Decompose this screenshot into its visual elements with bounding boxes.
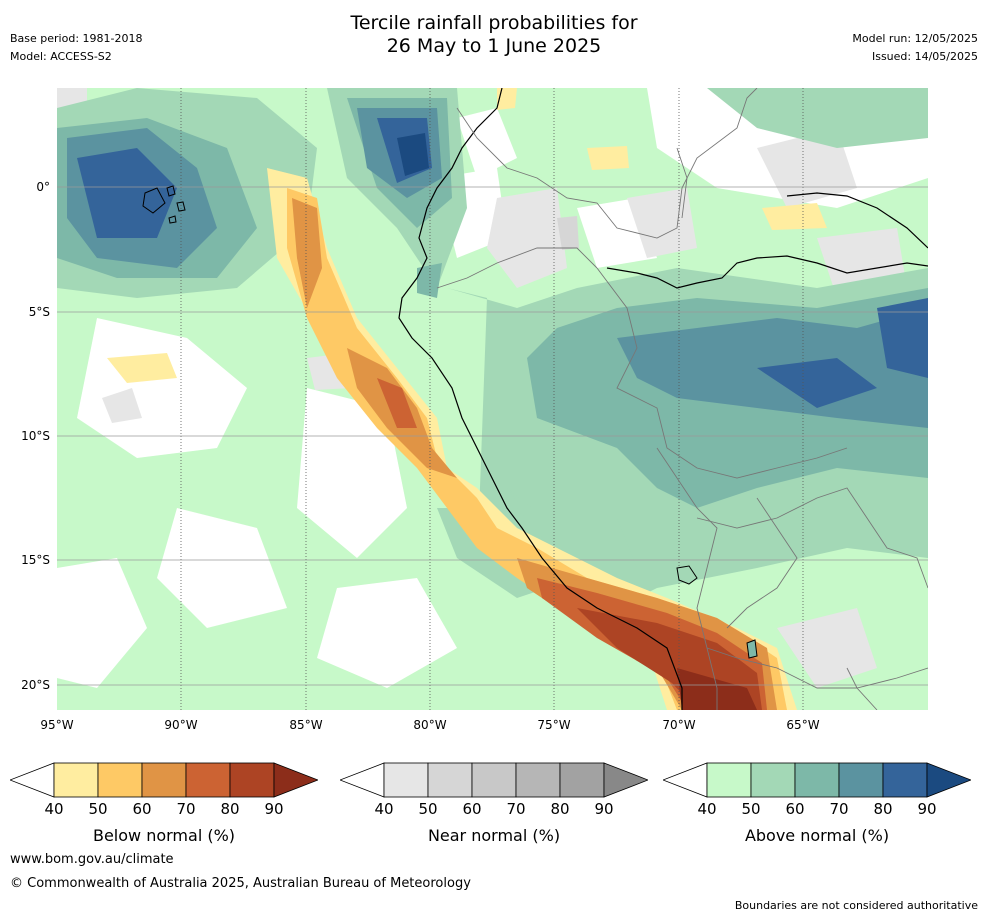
below-normal-tick-50: 50 xyxy=(88,800,108,818)
coastline xyxy=(398,88,683,710)
above-normal-swatch-70 xyxy=(838,762,884,798)
lon-label-90w: 90°W xyxy=(164,718,198,732)
lake-poopo xyxy=(746,639,758,659)
below-normal-tick-70: 70 xyxy=(176,800,196,818)
above-normal-swatch-40 xyxy=(706,762,752,798)
lat-label-0: 0° xyxy=(36,180,50,194)
below-normal-swatch-above-90 xyxy=(273,762,318,798)
above-normal-swatch-80 xyxy=(882,762,928,798)
above-normal-colorbar xyxy=(663,762,971,798)
near-normal-swatch-70 xyxy=(515,762,561,798)
latitude-lines xyxy=(57,186,928,686)
map-canvas xyxy=(57,88,928,710)
near-normal-swatch-below-40 xyxy=(340,762,385,798)
chart-title: Tercile rainfall probabilities for 26 Ma… xyxy=(0,12,988,58)
galapagos-islands xyxy=(142,185,186,224)
above-normal-tick-60: 60 xyxy=(785,800,805,818)
near-normal-label: Near normal (%) xyxy=(427,826,561,845)
below-normal-swatch-70 xyxy=(185,762,231,798)
country-borders xyxy=(436,88,928,710)
near-normal-tick-50: 50 xyxy=(418,800,438,818)
near-normal-tick-70: 70 xyxy=(506,800,526,818)
below-normal-swatch-below-40 xyxy=(10,762,55,798)
above-normal-tick-90: 90 xyxy=(917,800,937,818)
near-normal-colorbar xyxy=(340,762,648,798)
below-normal-tick-90: 90 xyxy=(264,800,284,818)
above-normal-swatch-60 xyxy=(794,762,840,798)
below-normal-colorbar xyxy=(10,762,318,798)
above-normal-90 xyxy=(397,133,429,176)
near-normal-swatch-50 xyxy=(427,762,473,798)
below-normal-tick-40: 40 xyxy=(44,800,64,818)
north-coast xyxy=(786,192,928,249)
base-period: Base period: 1981-2018 xyxy=(10,32,143,45)
below-normal-swatch-60 xyxy=(141,762,187,798)
lat-label-5s: 5°S xyxy=(28,305,50,319)
title-line-1: Tercile rainfall probabilities for xyxy=(350,12,638,34)
model-run: Model run: 12/05/2025 xyxy=(852,32,978,45)
rainfall-probability-map xyxy=(57,88,928,710)
below-normal-swatch-50 xyxy=(97,762,143,798)
above-normal-tick-40: 40 xyxy=(697,800,717,818)
near-normal-tick-40: 40 xyxy=(374,800,394,818)
below-normal-tick-80: 80 xyxy=(220,800,240,818)
above-normal-label: Above normal (%) xyxy=(744,826,890,845)
meta-right: Model run: 12/05/2025 Issued: 14/05/2025 xyxy=(852,30,978,66)
above-normal-swatch-below-40 xyxy=(663,762,708,798)
lat-label-15s: 15°S xyxy=(21,553,50,567)
footer-disclaimer: Boundaries are not considered authoritat… xyxy=(734,899,978,912)
near-normal-tick-80: 80 xyxy=(550,800,570,818)
lake-titicaca xyxy=(676,565,698,585)
above-normal-tick-50: 50 xyxy=(741,800,761,818)
footer-url: www.bom.gov.au/climate xyxy=(10,852,174,867)
near-normal-tick-60: 60 xyxy=(462,800,482,818)
near-normal-swatch-40 xyxy=(383,762,429,798)
lon-label-65w: 65°W xyxy=(786,718,820,732)
lon-label-85w: 85°W xyxy=(289,718,323,732)
above-normal-80 xyxy=(77,118,928,408)
below-normal-swatch-40 xyxy=(53,762,99,798)
above-normal-tick-70: 70 xyxy=(829,800,849,818)
lon-label-80w: 80°W xyxy=(413,718,447,732)
below-normal-tick-60: 60 xyxy=(132,800,152,818)
lat-label-20s: 20°S xyxy=(21,678,50,692)
below-normal-swatch-80 xyxy=(229,762,275,798)
below-normal-label: Below normal (%) xyxy=(92,826,236,845)
meta-left: Base period: 1981-2018 Model: ACCESS-S2 xyxy=(10,30,142,66)
footer-copyright: © Commonwealth of Australia 2025, Austra… xyxy=(10,876,471,891)
above-normal-swatch-50 xyxy=(750,762,796,798)
above-normal-tick-80: 80 xyxy=(873,800,893,818)
above-normal-swatch-above-90 xyxy=(926,762,971,798)
title-line-2: 26 May to 1 June 2025 xyxy=(386,35,602,57)
amazon-river xyxy=(606,255,928,289)
lat-label-10s: 10°S xyxy=(21,429,50,443)
near-normal-swatch-60 xyxy=(471,762,517,798)
near-normal-swatch-80 xyxy=(559,762,605,798)
lon-label-95w: 95°W xyxy=(40,718,74,732)
lon-label-70w: 70°W xyxy=(662,718,696,732)
near-normal-tick-90: 90 xyxy=(594,800,614,818)
lon-label-75w: 75°W xyxy=(537,718,571,732)
near-normal-swatch-above-90 xyxy=(603,762,648,798)
model-name: Model: ACCESS-S2 xyxy=(10,50,112,63)
issued-date: Issued: 14/05/2025 xyxy=(871,50,978,63)
